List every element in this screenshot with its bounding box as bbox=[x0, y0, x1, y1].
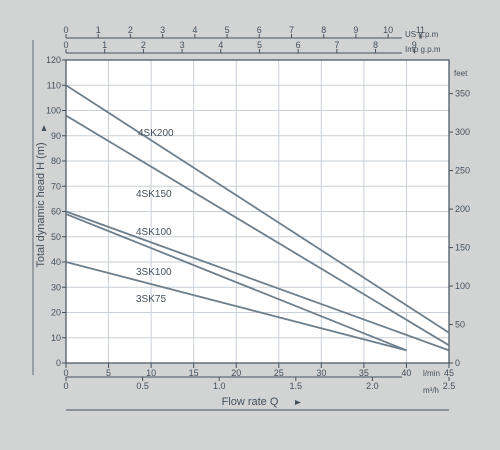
secondary-x-tick-label-us: 2 bbox=[128, 25, 133, 35]
x-tick-label: 40 bbox=[401, 368, 411, 378]
x-tick-label: 35 bbox=[359, 368, 369, 378]
series-line-4sk150 bbox=[65, 114, 450, 347]
secondary-x-unit-us: US g.p.m bbox=[405, 30, 439, 39]
series-label-4sk150: 4SK150 bbox=[136, 189, 172, 200]
secondary-x-tick-label-m3h: 2.5 bbox=[443, 381, 456, 391]
y-tick-label: 80 bbox=[51, 156, 61, 166]
secondary-x-unit-imp: Imp g.p.m bbox=[405, 45, 441, 54]
secondary-x-tick-label-m3h: 1.5 bbox=[290, 381, 303, 391]
secondary-x-tick-label-imp: 9 bbox=[412, 40, 417, 50]
secondary-x-tick-label-imp: 4 bbox=[218, 40, 223, 50]
axes: 0 5 10 15 20 25 30 35 40 450102030405060708090100… bbox=[32, 25, 470, 411]
feet-tick-label: 250 bbox=[455, 166, 470, 176]
secondary-x-tick-label-m3h: 2.0 bbox=[366, 381, 379, 391]
x-unit-label: l/min bbox=[423, 369, 440, 378]
y-tick-label: 110 bbox=[47, 80, 61, 90]
secondary-x-tick-label-us: 6 bbox=[257, 25, 262, 35]
feet-tick-label: 200 bbox=[455, 204, 470, 214]
x-tick-label: 45 bbox=[444, 368, 454, 378]
secondary-x-tick-label-imp: 7 bbox=[334, 40, 339, 50]
x-tick-label: 10 bbox=[146, 368, 156, 378]
y-tick-label: 70 bbox=[51, 181, 61, 191]
secondary-x-tick-label-m3h: 0.5 bbox=[136, 381, 149, 391]
x-axis-title: Flow rate Q bbox=[222, 396, 279, 408]
secondary-x-tick-label-us: 3 bbox=[160, 25, 165, 35]
series-line-4sk100 bbox=[65, 210, 450, 352]
secondary-x-tick-label-us: 1 bbox=[96, 25, 101, 35]
secondary-x-tick-label-m3h: 1.0 bbox=[213, 381, 226, 391]
feet-tick-label: 100 bbox=[455, 281, 470, 291]
secondary-x-unit-m3h: m³/h bbox=[423, 386, 439, 395]
x-tick-label: 15 bbox=[189, 368, 199, 378]
series-line-3sk100 bbox=[65, 213, 407, 352]
secondary-x-tick-label-us: 11 bbox=[416, 25, 425, 35]
secondary-x-tick-label-us: 8 bbox=[321, 25, 326, 35]
y-axis-arrow-icon bbox=[41, 125, 47, 131]
secondary-x-tick-label-imp: 1 bbox=[102, 40, 107, 50]
x-tick-label: 25 bbox=[274, 368, 284, 378]
y-tick-label: 20 bbox=[51, 308, 61, 318]
series-label-3sk100: 3SK100 bbox=[136, 267, 172, 278]
secondary-x-tick-label-us: 10 bbox=[383, 25, 393, 35]
x-axis-arrow-icon bbox=[295, 400, 301, 405]
secondary-x-tick-label-us: 4 bbox=[192, 25, 197, 35]
secondary-x-tick-label-imp: 5 bbox=[257, 40, 262, 50]
y-axis-title: Total dynamic head H (m) bbox=[35, 142, 47, 267]
feet-tick-label: 300 bbox=[455, 127, 470, 137]
secondary-x-tick-label-us: 7 bbox=[289, 25, 294, 35]
secondary-x-tick-label-imp: 6 bbox=[296, 40, 301, 50]
secondary-x-tick-label-imp: 8 bbox=[373, 40, 378, 50]
feet-tick-label: 350 bbox=[455, 89, 470, 99]
secondary-x-tick-label-imp: 0 bbox=[63, 40, 68, 50]
y-tick-label: 0 bbox=[56, 358, 61, 368]
secondary-x-tick-label-us: 5 bbox=[225, 25, 230, 35]
series-line-3sk75 bbox=[65, 261, 407, 352]
x-tick-label: 0 bbox=[63, 368, 68, 378]
x-tick-label: 30 bbox=[316, 368, 326, 378]
feet-unit-label: feet bbox=[454, 69, 468, 78]
y-tick-label: 100 bbox=[46, 106, 61, 116]
y-tick-label: 120 bbox=[46, 55, 61, 65]
series-line-4sk200 bbox=[65, 84, 450, 334]
y-tick-label: 90 bbox=[51, 131, 61, 141]
labels: 4SK200 4SK150 4SK100 3SK100 3SK75 bbox=[136, 128, 174, 305]
secondary-x-tick-label-imp: 3 bbox=[180, 40, 185, 50]
secondary-x-tick-label-m3h: 0 bbox=[63, 381, 68, 391]
feet-tick-label: 50 bbox=[455, 320, 465, 330]
secondary-x-tick-label-us: 9 bbox=[353, 25, 358, 35]
y-tick-label: 30 bbox=[51, 282, 61, 292]
secondary-x-tick-label-imp: 2 bbox=[141, 40, 146, 50]
series-label-3sk75: 3SK75 bbox=[136, 294, 166, 305]
y-tick-label: 60 bbox=[51, 207, 61, 217]
x-tick-label: 20 bbox=[231, 368, 241, 378]
secondary-x-tick-label-us: 0 bbox=[63, 25, 68, 35]
series-label-4sk200: 4SK200 bbox=[138, 128, 174, 139]
feet-tick-label: 150 bbox=[455, 243, 470, 253]
y-tick-label: 40 bbox=[51, 257, 61, 267]
series-lines bbox=[65, 84, 450, 352]
x-tick-label: 5 bbox=[106, 368, 111, 378]
y-tick-label: 50 bbox=[51, 232, 61, 242]
feet-tick-label: 0 bbox=[455, 358, 460, 368]
series-label-4sk100: 4SK100 bbox=[136, 227, 172, 238]
y-tick-label: 10 bbox=[51, 333, 61, 343]
